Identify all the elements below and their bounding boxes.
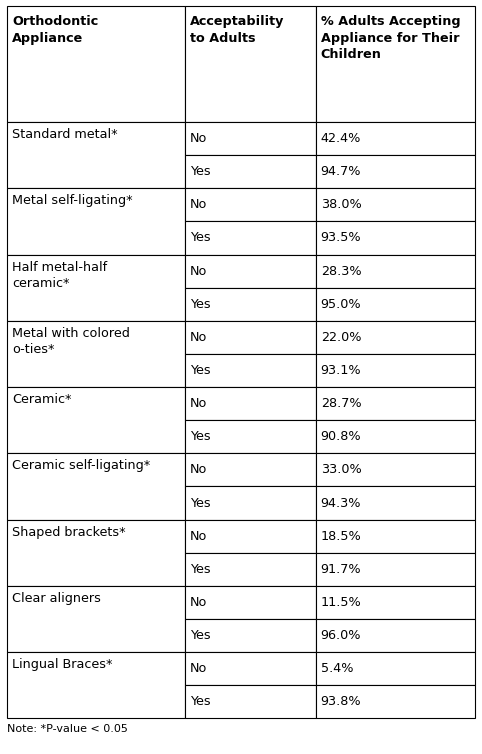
Text: Clear aligners: Clear aligners [12,592,101,605]
Text: 22.0%: 22.0% [321,331,361,344]
Text: Yes: Yes [190,298,210,311]
Bar [7,188,185,255]
Bar [7,387,185,453]
Bar [7,453,185,520]
Bar [185,652,316,685]
Bar [185,122,316,155]
Text: 5.4%: 5.4% [321,662,353,675]
Text: No: No [190,331,207,344]
Bar [316,619,475,652]
Text: Metal self-ligating*: Metal self-ligating* [12,195,133,207]
Bar [316,320,475,354]
Bar [316,420,475,453]
Text: Yes: Yes [190,231,210,244]
Text: No: No [190,397,207,410]
Bar [316,553,475,586]
Text: No: No [190,529,207,543]
Text: Yes: Yes [190,165,210,178]
Bar [316,6,475,122]
Bar [316,188,475,222]
Bar [185,188,316,222]
Text: Yes: Yes [190,562,210,576]
Bar [185,288,316,320]
Text: No: No [190,662,207,675]
Text: Metal with colored
o-ties*: Metal with colored o-ties* [12,326,130,356]
Text: Yes: Yes [190,364,210,377]
Bar [185,354,316,387]
Bar [185,320,316,354]
Bar [185,6,316,122]
Bar [316,387,475,420]
Text: No: No [190,464,207,477]
Bar [316,255,475,288]
Text: 38.0%: 38.0% [321,198,362,211]
Text: 95.0%: 95.0% [321,298,361,311]
Text: Ceramic self-ligating*: Ceramic self-ligating* [12,459,150,472]
Text: Acceptability
to Adults: Acceptability to Adults [190,15,284,44]
Text: No: No [190,132,207,145]
Bar [185,255,316,288]
Bar [185,586,316,619]
Bar [316,685,475,719]
Bar [185,619,316,652]
Bar [185,453,316,486]
Bar [316,354,475,387]
Bar [7,652,185,719]
Text: % Adults Accepting
Appliance for Their
Children: % Adults Accepting Appliance for Their C… [321,15,460,61]
Bar [7,586,185,652]
Bar [316,586,475,619]
Text: Ceramic*: Ceramic* [12,393,71,406]
Bar [185,222,316,255]
Bar [316,222,475,255]
Bar [316,122,475,155]
Text: 11.5%: 11.5% [321,596,362,609]
Text: Shaped brackets*: Shaped brackets* [12,526,126,538]
Bar [185,520,316,553]
Bar [185,387,316,420]
Bar [316,453,475,486]
Text: Half metal-half
ceramic*: Half metal-half ceramic* [12,261,107,290]
Text: 93.5%: 93.5% [321,231,361,244]
Bar [185,486,316,520]
Bar [7,6,185,122]
Text: Lingual Braces*: Lingual Braces* [12,658,113,671]
Text: Orthodontic
Appliance: Orthodontic Appliance [12,15,98,44]
Text: Yes: Yes [190,695,210,708]
Bar [7,255,185,320]
Bar [185,155,316,188]
Text: 93.8%: 93.8% [321,695,361,708]
Text: 28.3%: 28.3% [321,265,361,277]
Text: 93.1%: 93.1% [321,364,361,377]
Bar [316,486,475,520]
Bar [316,288,475,320]
Bar [316,520,475,553]
Text: 94.7%: 94.7% [321,165,361,178]
Bar [185,685,316,719]
Text: 28.7%: 28.7% [321,397,361,410]
Text: 96.0%: 96.0% [321,629,361,642]
Text: Standard metal*: Standard metal* [12,128,118,141]
Text: 18.5%: 18.5% [321,529,362,543]
Bar [316,155,475,188]
Text: Yes: Yes [190,629,210,642]
Bar [7,520,185,586]
Text: Yes: Yes [190,497,210,510]
Text: 90.8%: 90.8% [321,431,361,443]
Text: 42.4%: 42.4% [321,132,361,145]
Text: 94.3%: 94.3% [321,497,361,510]
Bar [185,553,316,586]
Text: No: No [190,265,207,277]
Bar [7,320,185,387]
Text: 33.0%: 33.0% [321,464,362,477]
Text: Yes: Yes [190,431,210,443]
Bar [185,420,316,453]
Text: No: No [190,596,207,609]
Bar [7,122,185,188]
Bar [316,652,475,685]
Text: Note: *P-value < 0.05: Note: *P-value < 0.05 [7,724,128,734]
Text: No: No [190,198,207,211]
Text: 91.7%: 91.7% [321,562,361,576]
